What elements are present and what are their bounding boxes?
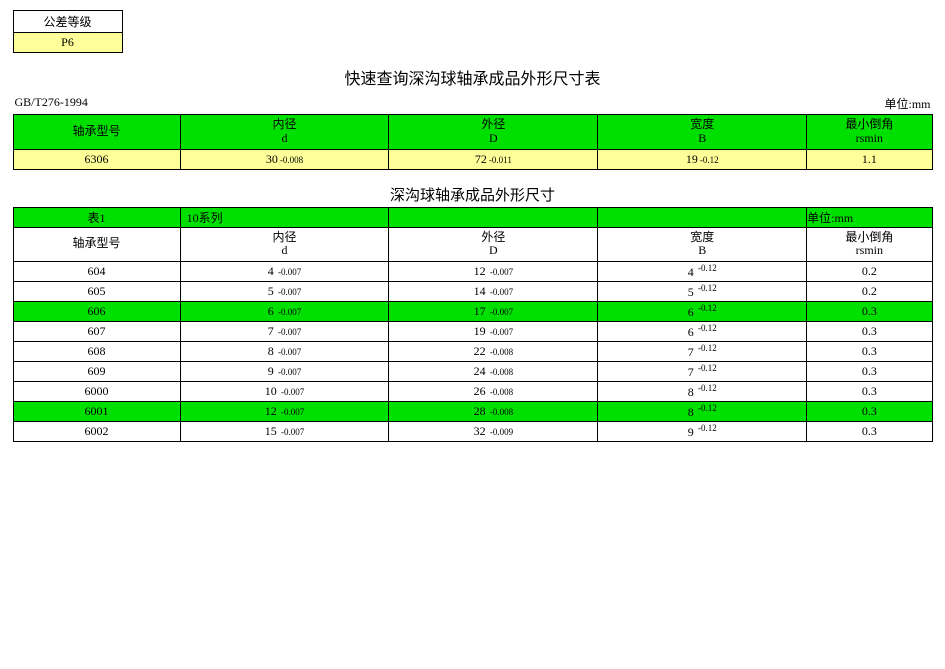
cell-chamfer: 0.2 [807, 282, 932, 302]
cell-model: 609 [13, 362, 180, 382]
cell-chamfer: 0.3 [807, 342, 932, 362]
spec-unit: 单位:mm [807, 207, 932, 227]
cell-outer: 19 -0.007 [389, 322, 598, 342]
cell-outer: 22 -0.008 [389, 342, 598, 362]
col-width: 宽度B [598, 115, 807, 150]
col-width: 宽度B [598, 227, 807, 262]
table-row: 6066 -0.00717 -0.0076 -0.120.3 [13, 302, 932, 322]
spec-header-row: 轴承型号 内径d 外径D 宽度B 最小倒角rsmin [13, 227, 932, 262]
quick-lookup-table: 轴承型号 内径d 外径D 宽度B 最小倒角rsmin 6306 30-0.008… [13, 114, 933, 170]
table-row: 6088 -0.00722 -0.0087 -0.120.3 [13, 342, 932, 362]
cell-inner: 10 -0.007 [180, 382, 389, 402]
spec-table-body: 6044 -0.00712 -0.0074 -0.120.26055 -0.00… [13, 262, 932, 442]
cell-outer: 72-0.011 [389, 149, 598, 169]
cell-chamfer: 0.2 [807, 262, 932, 282]
quick-lookup-title: 快速查询深沟球轴承成品外形尺寸表 [13, 61, 933, 95]
cell-width: 8 -0.12 [598, 402, 807, 422]
spec-table-title: 深沟球轴承成品外形尺寸 [13, 170, 933, 207]
cell-chamfer: 0.3 [807, 422, 932, 442]
cell-chamfer: 0.3 [807, 402, 932, 422]
cell-outer: 17 -0.007 [389, 302, 598, 322]
cell-inner: 15 -0.007 [180, 422, 389, 442]
cell-outer: 28 -0.008 [389, 402, 598, 422]
cell-width: 9 -0.12 [598, 422, 807, 442]
cell-model: 606 [13, 302, 180, 322]
cell-model: 6002 [13, 422, 180, 442]
cell-model: 605 [13, 282, 180, 302]
cell-model: 608 [13, 342, 180, 362]
quick-lookup-result-row: 6306 30-0.008 72-0.011 19-0.12 1.1 [13, 149, 932, 169]
cell-inner: 8 -0.007 [180, 342, 389, 362]
series-header-row: 表1 10系列 单位:mm [13, 207, 932, 227]
col-chamfer: 最小倒角rsmin [807, 227, 932, 262]
cell-width: 7 -0.12 [598, 362, 807, 382]
cell-width: 4 -0.12 [598, 262, 807, 282]
cell-outer: 24 -0.008 [389, 362, 598, 382]
cell-inner: 9 -0.007 [180, 362, 389, 382]
series-label: 表1 [13, 207, 180, 227]
table-row: 6044 -0.00712 -0.0074 -0.120.2 [13, 262, 932, 282]
cell-inner: 12 -0.007 [180, 402, 389, 422]
tolerance-grade-value: P6 [14, 33, 122, 52]
col-outer: 外径D [389, 227, 598, 262]
cell-outer: 14 -0.007 [389, 282, 598, 302]
table-row: 6099 -0.00724 -0.0087 -0.120.3 [13, 362, 932, 382]
table-row: 600010 -0.00726 -0.0088 -0.120.3 [13, 382, 932, 402]
col-model: 轴承型号 [13, 227, 180, 262]
tolerance-grade-header: 公差等级 [14, 11, 122, 33]
cell-inner: 5 -0.007 [180, 282, 389, 302]
cell-chamfer: 0.3 [807, 302, 932, 322]
tolerance-grade-box: 公差等级 P6 [13, 10, 123, 53]
series-blank-2 [598, 207, 807, 227]
cell-inner: 30-0.008 [180, 149, 389, 169]
table-row: 600215 -0.00732 -0.0099 -0.120.3 [13, 422, 932, 442]
col-inner: 内径d [180, 227, 389, 262]
cell-width: 6 -0.12 [598, 322, 807, 342]
cell-inner: 6 -0.007 [180, 302, 389, 322]
cell-width: 6 -0.12 [598, 302, 807, 322]
cell-model: 6000 [13, 382, 180, 402]
col-outer: 外径D [389, 115, 598, 150]
spec-table: 表1 10系列 单位:mm 轴承型号 内径d 外径D 宽度B 最小倒角rsmin… [13, 207, 933, 443]
quick-lookup-unit: 单位:mm [884, 95, 930, 112]
cell-inner: 7 -0.007 [180, 322, 389, 342]
col-chamfer: 最小倒角rsmin [807, 115, 932, 150]
cell-model: 6306 [13, 149, 180, 169]
standard-code: GB/T276-1994 [15, 95, 88, 112]
col-model: 轴承型号 [13, 115, 180, 150]
series-blank-1 [389, 207, 598, 227]
page-container: 公差等级 P6 快速查询深沟球轴承成品外形尺寸表 GB/T276-1994 单位… [13, 10, 933, 442]
quick-lookup-meta: GB/T276-1994 单位:mm [13, 95, 933, 114]
cell-outer: 12 -0.007 [389, 262, 598, 282]
cell-chamfer: 0.3 [807, 362, 932, 382]
table-row: 6055 -0.00714 -0.0075 -0.120.2 [13, 282, 932, 302]
col-inner: 内径d [180, 115, 389, 150]
cell-width: 19-0.12 [598, 149, 807, 169]
cell-model: 6001 [13, 402, 180, 422]
cell-width: 7 -0.12 [598, 342, 807, 362]
table-row: 6077 -0.00719 -0.0076 -0.120.3 [13, 322, 932, 342]
cell-chamfer: 0.3 [807, 382, 932, 402]
cell-chamfer: 1.1 [807, 149, 932, 169]
cell-model: 604 [13, 262, 180, 282]
quick-lookup-header-row: 轴承型号 内径d 外径D 宽度B 最小倒角rsmin [13, 115, 932, 150]
cell-outer: 32 -0.009 [389, 422, 598, 442]
series-name: 10系列 [180, 207, 389, 227]
cell-inner: 4 -0.007 [180, 262, 389, 282]
cell-model: 607 [13, 322, 180, 342]
cell-width: 8 -0.12 [598, 382, 807, 402]
cell-width: 5 -0.12 [598, 282, 807, 302]
cell-chamfer: 0.3 [807, 322, 932, 342]
table-row: 600112 -0.00728 -0.0088 -0.120.3 [13, 402, 932, 422]
cell-outer: 26 -0.008 [389, 382, 598, 402]
